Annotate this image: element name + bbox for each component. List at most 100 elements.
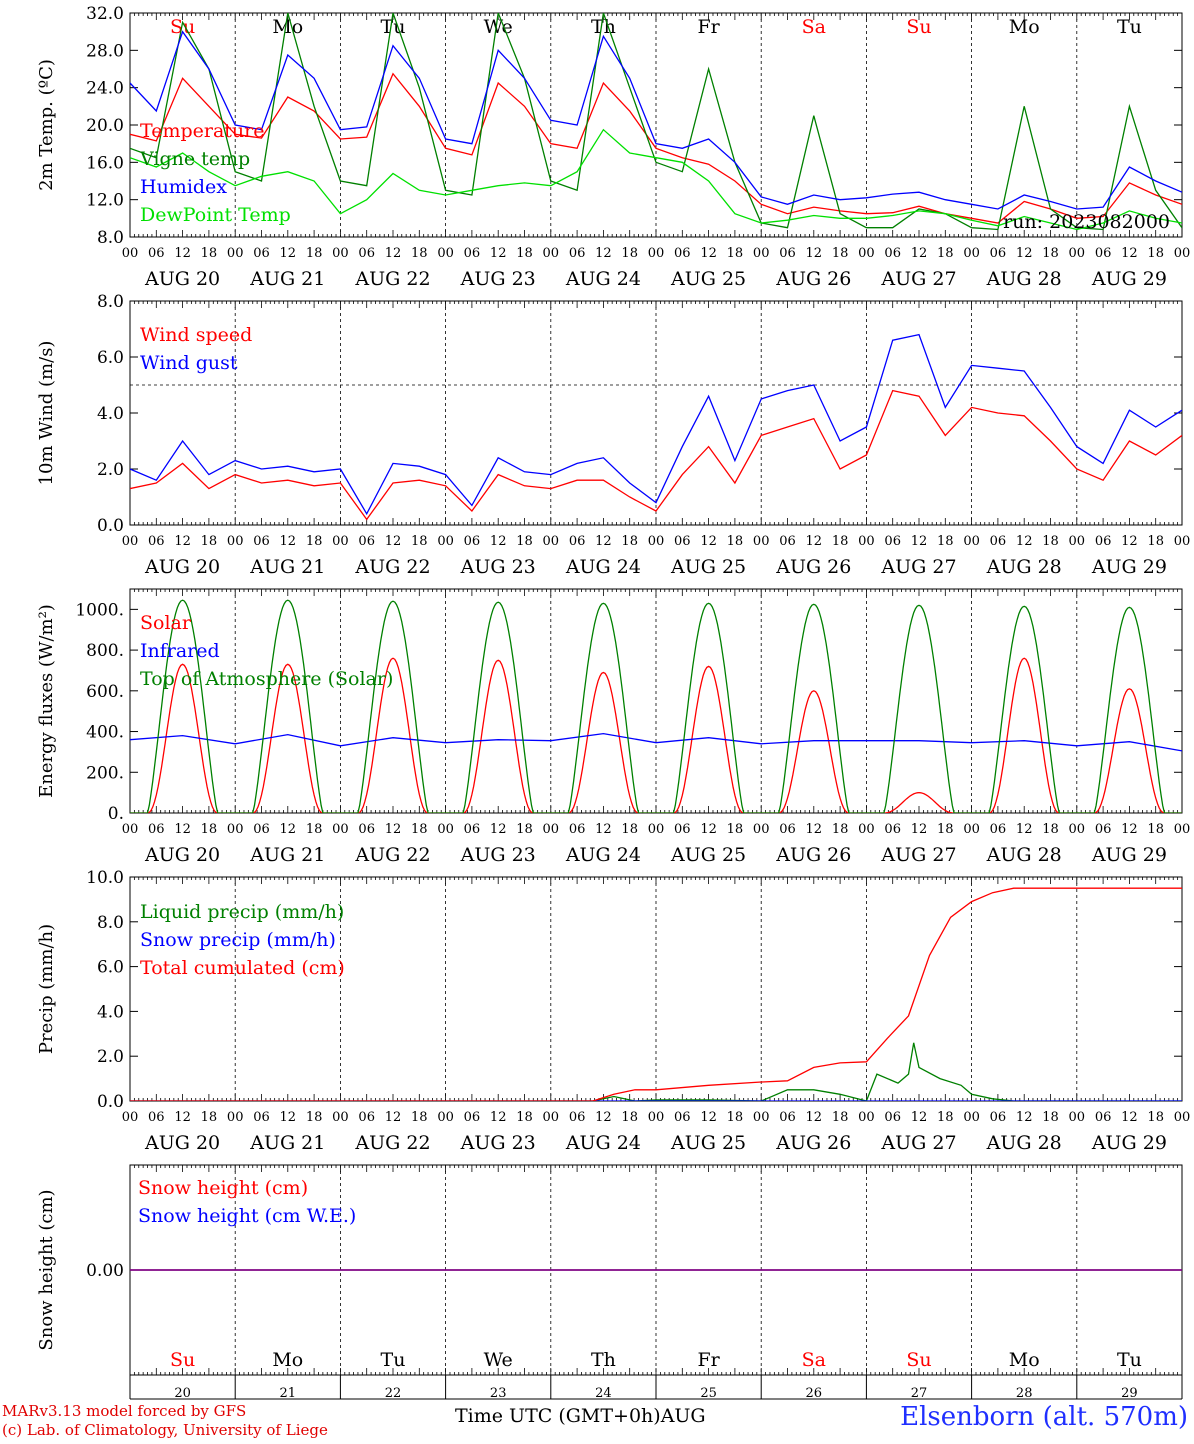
weekday-label: Tu [1117, 1349, 1142, 1371]
hour-tick-label: 06 [148, 822, 165, 837]
weekday-label: Tu [381, 16, 406, 38]
day-label: AUG 25 [670, 1132, 746, 1154]
hour-tick-label: 00 [1069, 246, 1086, 261]
hour-tick-label: 00 [1174, 534, 1191, 549]
day-label: AUG 20 [144, 1132, 220, 1154]
day-label: AUG 25 [670, 556, 746, 578]
hour-tick-label: 18 [621, 534, 638, 549]
day-label: AUG 22 [354, 556, 430, 578]
series-line-total-cumulated-cm- [130, 887, 1182, 1101]
day-label: AUG 29 [1091, 1132, 1167, 1154]
weekday-label: We [484, 1349, 513, 1371]
hour-tick-label: 00 [437, 822, 454, 837]
legend-entry: Wind gust [140, 352, 238, 374]
series-line-wind-gust [130, 333, 1182, 516]
day-label: AUG 27 [880, 1132, 956, 1154]
hour-tick-label: 12 [1121, 822, 1138, 837]
hour-tick-label: 00 [122, 246, 139, 261]
hour-tick-label: 00 [963, 534, 980, 549]
hour-tick-label: 00 [543, 534, 560, 549]
hour-tick-label: 12 [595, 246, 612, 261]
hour-tick-label: 06 [674, 822, 691, 837]
hour-tick-label: 18 [727, 822, 744, 837]
legend-entry: Wind speed [140, 324, 252, 346]
day-number-label: 27 [911, 1386, 928, 1401]
weekday-label: Th [591, 1349, 616, 1371]
hour-tick-label: 06 [1095, 246, 1112, 261]
day-label: AUG 23 [460, 268, 536, 290]
hour-tick-label: 00 [332, 1110, 349, 1125]
run-annotation: run: 2023082000 [1003, 211, 1170, 233]
hour-tick-label: 18 [1042, 534, 1059, 549]
series-line-humidex [130, 30, 1182, 210]
day-label: AUG 24 [565, 268, 641, 290]
y-tick-label: 200. [86, 763, 124, 783]
weekday-label: Mo [272, 1349, 303, 1371]
hour-tick-label: 06 [253, 1110, 270, 1125]
legend-entry: Snow height (cm) [138, 1177, 308, 1199]
weekday-label: Fr [697, 16, 720, 38]
x-axis-title: Time UTC (GMT+0h)AUG [455, 1405, 706, 1427]
hour-tick-label: 00 [858, 534, 875, 549]
weekday-label: We [484, 16, 513, 38]
weekday-label: Tu [1117, 16, 1142, 38]
hour-tick-label: 12 [280, 246, 297, 261]
y-tick-label: 2.0 [97, 1047, 124, 1067]
hour-tick-label: 00 [1174, 1110, 1191, 1125]
hour-tick-label: 18 [411, 534, 428, 549]
hour-tick-label: 18 [1147, 246, 1164, 261]
day-label: AUG 20 [144, 556, 220, 578]
hour-tick-label: 06 [1095, 1110, 1112, 1125]
y-tick-label: 10.0 [86, 868, 124, 888]
hour-tick-label: 12 [911, 822, 928, 837]
series-line-temperature [130, 72, 1182, 224]
hour-tick-label: 06 [674, 1110, 691, 1125]
hour-tick-label: 06 [884, 534, 901, 549]
hour-tick-label: 00 [753, 822, 770, 837]
y-tick-label: 6.0 [97, 348, 124, 368]
hour-tick-label: 12 [174, 534, 191, 549]
legend-entry: Liquid precip (mm/h) [140, 901, 344, 923]
hour-tick-label: 06 [990, 1110, 1007, 1125]
hour-tick-label: 12 [1121, 246, 1138, 261]
hour-tick-label: 12 [174, 822, 191, 837]
hour-tick-label: 06 [1095, 822, 1112, 837]
hour-tick-label: 18 [201, 534, 218, 549]
hour-tick-label: 06 [148, 1110, 165, 1125]
weekday-label: Su [906, 16, 931, 38]
hour-tick-label: 18 [937, 246, 954, 261]
hour-tick-label: 12 [280, 534, 297, 549]
y-tick-label: 24.0 [86, 79, 124, 99]
hour-tick-label: 18 [1147, 534, 1164, 549]
hour-tick-label: 06 [779, 246, 796, 261]
legend-entry: Total cumulated (cm) [140, 957, 345, 979]
legend-entry: Humidex [140, 176, 227, 198]
day-label: AUG 23 [460, 556, 536, 578]
hour-tick-label: 12 [1121, 534, 1138, 549]
y-axis-label: Energy fluxes (W/m²) [36, 604, 57, 798]
day-label: AUG 28 [986, 268, 1062, 290]
legend-entry: Solar [140, 612, 192, 634]
hour-tick-label: 12 [700, 1110, 717, 1125]
hour-tick-label: 12 [1016, 1110, 1033, 1125]
y-tick-label: 16.0 [86, 153, 124, 173]
hour-tick-label: 18 [832, 822, 849, 837]
weekday-label: Mo [1009, 16, 1040, 38]
hour-tick-label: 00 [1174, 822, 1191, 837]
y-tick-label: 8.0 [97, 913, 124, 933]
day-label: AUG 25 [670, 268, 746, 290]
hour-tick-label: 18 [727, 246, 744, 261]
hour-tick-label: 18 [201, 1110, 218, 1125]
hour-tick-label: 00 [122, 822, 139, 837]
hour-tick-label: 12 [806, 534, 823, 549]
weekday-label: Mo [1009, 1349, 1040, 1371]
hour-tick-label: 06 [464, 246, 481, 261]
day-label: AUG 25 [670, 844, 746, 866]
hour-tick-label: 00 [437, 534, 454, 549]
y-axis-label: 2m Temp. (ºC) [36, 59, 57, 191]
weekday-label: Tu [381, 1349, 406, 1371]
hour-tick-label: 00 [227, 822, 244, 837]
day-label: AUG 22 [354, 268, 430, 290]
hour-tick-label: 18 [1042, 822, 1059, 837]
hour-tick-label: 12 [806, 822, 823, 837]
